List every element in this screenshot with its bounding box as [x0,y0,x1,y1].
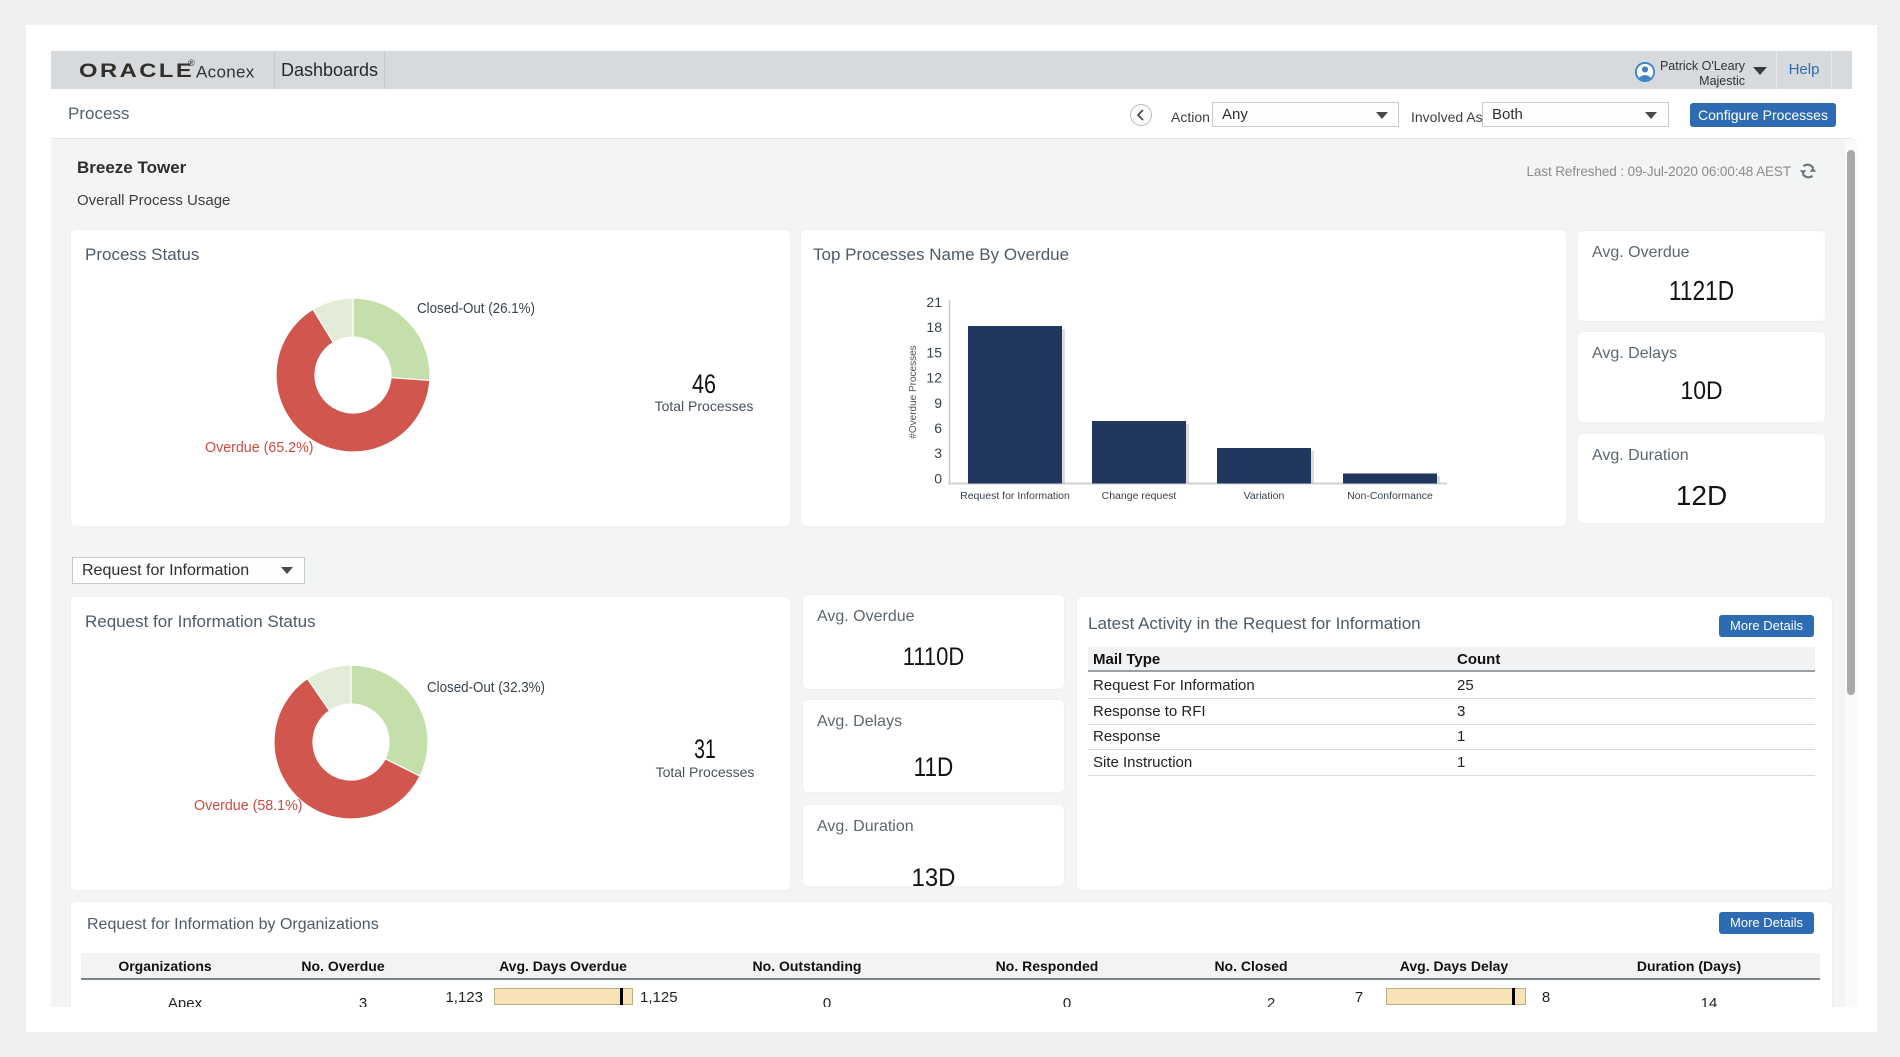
svg-text:Change request: Change request [1102,490,1177,502]
svg-text:12: 12 [926,370,942,386]
svg-text:21: 21 [926,294,942,310]
svg-text:15: 15 [926,344,942,360]
svg-text:3: 3 [934,445,942,461]
svg-text:Non-Conformance: Non-Conformance [1347,490,1433,502]
svg-text:ORACLE: ORACLE [79,60,194,81]
svg-text:6: 6 [934,420,942,436]
svg-text:#Overdue Processes: #Overdue Processes [908,345,919,438]
svg-text:Request for Information: Request for Information [960,490,1070,502]
svg-text:Aconex: Aconex [196,63,255,82]
svg-text:18: 18 [926,319,942,335]
svg-text:0: 0 [934,470,942,486]
svg-text:Variation: Variation [1244,490,1285,502]
svg-text:9: 9 [934,395,942,411]
svg-text:®: ® [188,58,195,68]
